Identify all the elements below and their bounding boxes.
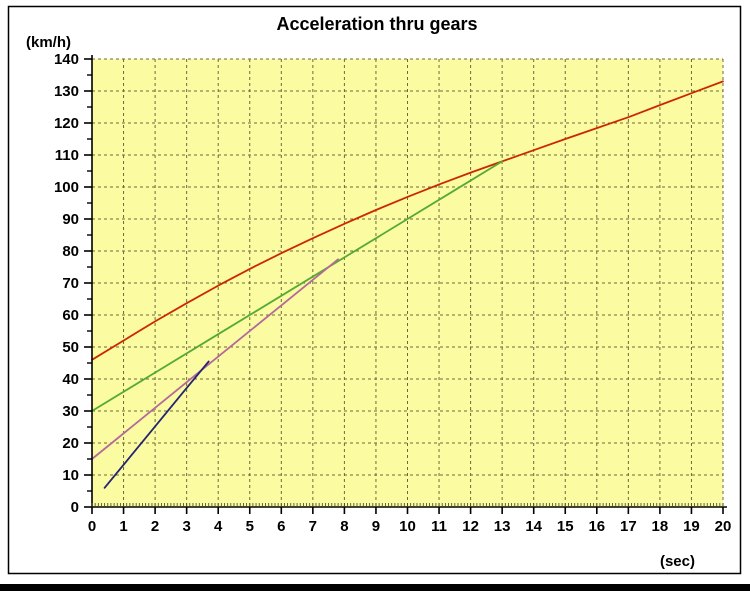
y-tick-label: 70: [62, 275, 79, 292]
x-tick-label: 6: [277, 518, 285, 535]
x-tick-label: 16: [588, 518, 605, 535]
y-tick-label: 80: [62, 243, 79, 260]
y-tick-label: 0: [71, 499, 79, 516]
green-curve-third-gear: [91, 160, 504, 412]
magenta-curve-second-gear: [91, 258, 340, 460]
x-tick-label: 7: [309, 518, 317, 535]
frame-border: [7, 5, 742, 575]
gridline-layer: [92, 58, 724, 507]
red-curve-top-gear: [91, 80, 724, 361]
y-axis-unit-label: (km/h): [26, 34, 71, 51]
x-tick-label: 12: [462, 518, 479, 535]
x-tick-label: 18: [652, 518, 669, 535]
x-tick-label: 9: [372, 518, 380, 535]
y-tick-label: 110: [55, 147, 79, 164]
x-tick-label: 8: [340, 518, 348, 535]
x-tick-label: 1: [119, 518, 127, 535]
y-tick-label: 90: [62, 211, 79, 228]
x-tick-label: 4: [214, 518, 223, 535]
y-tick-label: 30: [62, 403, 79, 420]
axis-layer: [84, 55, 727, 514]
y-tick-label: 10: [62, 467, 79, 484]
x-tick-label: 15: [557, 518, 574, 535]
y-tick-label: 120: [54, 115, 79, 132]
y-tick-label: 40: [62, 371, 79, 388]
window-bottom-edge: [0, 584, 750, 591]
y-tick-label: 100: [54, 179, 79, 196]
x-tick-label: 2: [151, 518, 159, 535]
x-tick-label: 5: [246, 518, 254, 535]
x-axis-unit-label: (sec): [660, 553, 695, 570]
y-tick-label: 50: [62, 339, 79, 356]
y-tick-label: 60: [62, 307, 79, 324]
data-series-layer: [91, 80, 724, 489]
x-tick-label: 0: [88, 518, 96, 535]
x-tick-label: 14: [525, 518, 542, 535]
chart-title: Acceleration thru gears: [276, 14, 477, 34]
x-tick-label: 3: [182, 518, 190, 535]
x-tick-label: 13: [494, 518, 511, 535]
blue-curve-first-gear: [103, 360, 210, 489]
x-tick-label: 11: [431, 518, 447, 535]
x-tick-label: 17: [620, 518, 637, 535]
x-tick-label: 10: [399, 518, 416, 535]
x-tick-label: 20: [715, 518, 732, 535]
x-tick-label: 19: [683, 518, 700, 535]
y-tick-label: 140: [54, 51, 79, 68]
y-tick-label: 20: [62, 435, 79, 452]
y-tick-label: 130: [54, 83, 79, 100]
